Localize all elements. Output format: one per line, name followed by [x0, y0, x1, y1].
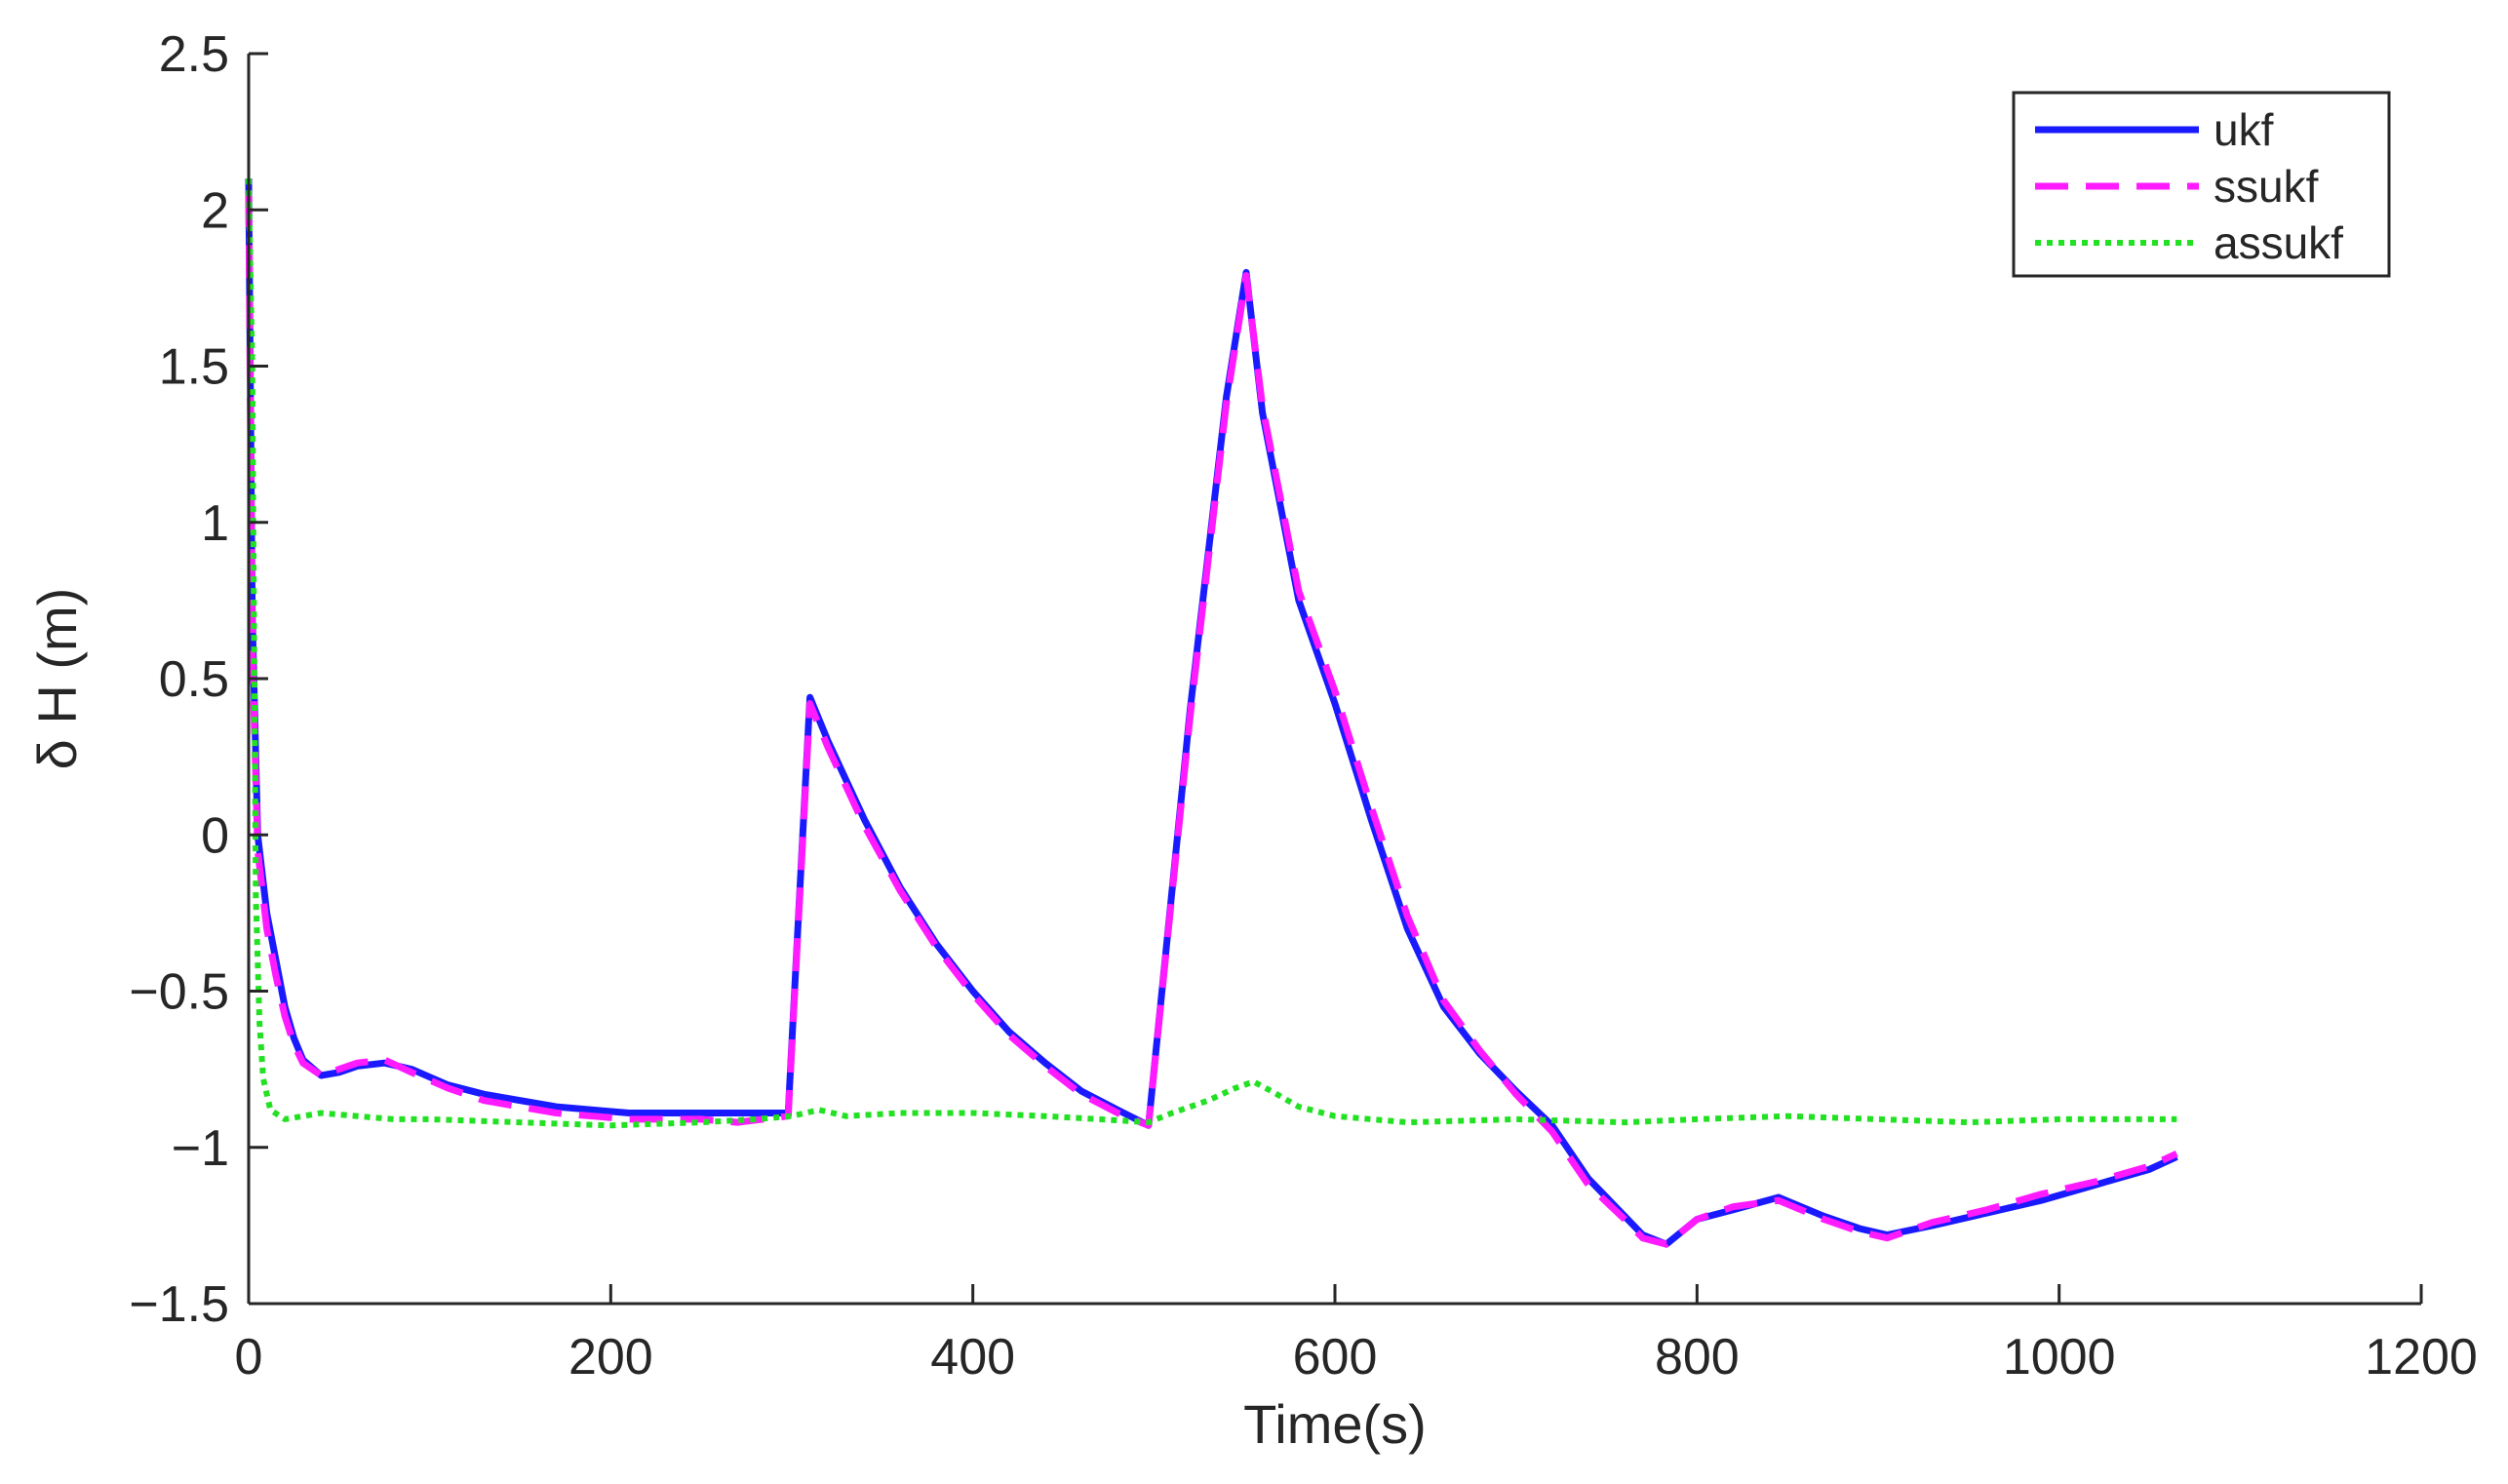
series-line-ssukf — [245, 194, 2178, 1248]
x-tick-label: 1000 — [2003, 1329, 2116, 1386]
series-line-ukf — [245, 178, 2178, 1248]
series-layer — [245, 178, 2178, 1248]
y-axis-label: δ H (m) — [26, 588, 88, 770]
x-tick-label: 1200 — [2365, 1329, 2478, 1386]
legend-label-ukf: ukf — [2214, 104, 2274, 155]
legend-label-assukf: assukf — [2214, 217, 2343, 268]
y-tick-label: 1 — [201, 495, 229, 552]
x-tick-label: 0 — [235, 1329, 263, 1386]
y-tick-label: 2 — [201, 182, 229, 239]
y-tick-label: −0.5 — [129, 964, 229, 1021]
y-tick-label: −1 — [172, 1120, 229, 1177]
ticks-layer: 0 200 400 600 800 1000 1200 −1.5 −1 −0.5 0 0.5 1 1.5 2… — [129, 26, 2478, 1386]
x-axis-label: Time(s) — [1243, 1393, 1427, 1455]
series-line-assukf — [246, 178, 2177, 1129]
legend-box — [2012, 91, 2391, 278]
legend-label-ssukf: ssukf — [2214, 161, 2319, 212]
y-tick-label: 0 — [201, 807, 229, 864]
x-tick-label: 600 — [1293, 1329, 1378, 1386]
y-tick-label: 2.5 — [159, 26, 229, 83]
x-tick-label: 800 — [1655, 1329, 1740, 1386]
x-tick-label: 400 — [930, 1329, 1015, 1386]
y-tick-label: −1.5 — [129, 1276, 229, 1333]
y-tick-label: 1.5 — [159, 339, 229, 396]
x-tick-label: 200 — [568, 1329, 653, 1386]
y-tick-label: 0.5 — [159, 651, 229, 708]
